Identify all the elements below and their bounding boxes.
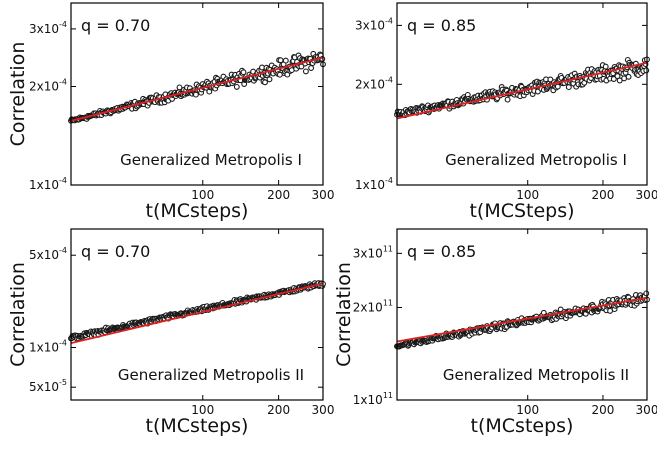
data-point [565, 84, 572, 91]
data-series [68, 280, 326, 342]
x-tick-label: 300 [636, 403, 657, 417]
method-label: Generalized Metropolis I [120, 151, 302, 169]
y-tick-label: 1x10-4 [29, 176, 67, 192]
data-point [643, 290, 650, 297]
data-point [233, 83, 240, 90]
x-tick-label: 300 [636, 188, 657, 202]
data-point [192, 91, 199, 98]
y-tick-label: 2x10-4 [355, 75, 393, 91]
chart-panel-3: 100 200 300 5x10-4 1x10-4 5x10-5 q = 0.70 Gener… [7, 228, 335, 437]
data-point [504, 96, 511, 103]
x-tick-label: 100 [191, 403, 214, 417]
x-tick-label: 100 [516, 188, 539, 202]
fit-line [396, 296, 648, 343]
data-point [176, 84, 183, 91]
y-axis-label: Correlation [333, 262, 355, 367]
x-tick-label: 300 [312, 188, 335, 202]
data-point [302, 68, 309, 75]
y-tick-label: 3x1011 [353, 244, 393, 260]
plot-frame [70, 228, 324, 401]
x-tick-label: 200 [592, 403, 615, 417]
y-tick-label: 1x1011 [353, 391, 393, 407]
plot-frame [70, 2, 324, 186]
y-tick-label: 5x10-4 [29, 246, 67, 262]
data-point [266, 76, 273, 83]
y-axis-label: Correlation [7, 262, 29, 367]
q-annotation: q = 0.85 [407, 242, 476, 261]
x-axis-label: t(MCsteps) [471, 415, 574, 437]
y-tick-label: 3x10-4 [355, 16, 393, 32]
y-tick-label: 2x10-4 [29, 78, 67, 94]
x-tick-label: 200 [267, 188, 290, 202]
data-point [614, 73, 621, 80]
data-point [298, 63, 305, 70]
x-tick-label: 200 [267, 403, 290, 417]
plot-frame [396, 2, 648, 186]
data-point [282, 57, 289, 64]
x-tick-label: 200 [592, 188, 615, 202]
q-annotation: q = 0.70 [81, 16, 150, 35]
data-point [610, 76, 617, 82]
fit-line [70, 56, 324, 122]
chart-panel-2: 100 200 300 3x10-4 2x10-4 1x10-4 q = 0.85 Gener… [355, 2, 657, 222]
y-tick-label: 5x10-5 [29, 378, 67, 394]
data-point [643, 67, 650, 74]
y-tick-label: 2x1011 [353, 298, 393, 314]
y-tick-label: 1x10-4 [355, 176, 393, 192]
method-label: Generalized Metropolis II [118, 366, 304, 384]
y-axis-label: Correlation [7, 42, 29, 147]
y-tick-label: 3x10-4 [29, 20, 67, 36]
fit-line [70, 282, 324, 344]
data-series [394, 56, 650, 119]
method-label: Generalized Metropolis II [443, 366, 629, 384]
data-point [240, 69, 247, 76]
chart-panel-4: 100 200 300 3x1011 2x1011 1x1011 q = 0.85 Gener… [333, 228, 657, 437]
fit-line [396, 61, 648, 120]
x-axis-label: t(MCsteps) [146, 200, 249, 222]
method-label: Generalized Metropolis I [445, 151, 627, 169]
data-point [262, 79, 268, 86]
x-tick-label: 100 [191, 188, 214, 202]
x-tick-label: 100 [516, 403, 539, 417]
data-point [602, 63, 609, 70]
y-tick-label: 1x10-4 [29, 338, 67, 354]
chart-panel-1: 100 200 300 3x10-4 2x10-4 1x10-4 q = 0.70 Gener… [7, 2, 335, 222]
q-annotation: q = 0.70 [81, 242, 150, 261]
q-annotation: q = 0.85 [407, 16, 476, 35]
data-point [625, 73, 632, 80]
x-tick-label: 300 [312, 403, 335, 417]
plot-frame [396, 228, 648, 401]
x-axis-label: t(MCSteps) [469, 200, 574, 222]
data-point [308, 65, 315, 71]
x-axis-label: t(MCsteps) [146, 415, 249, 437]
data-point [554, 83, 561, 90]
